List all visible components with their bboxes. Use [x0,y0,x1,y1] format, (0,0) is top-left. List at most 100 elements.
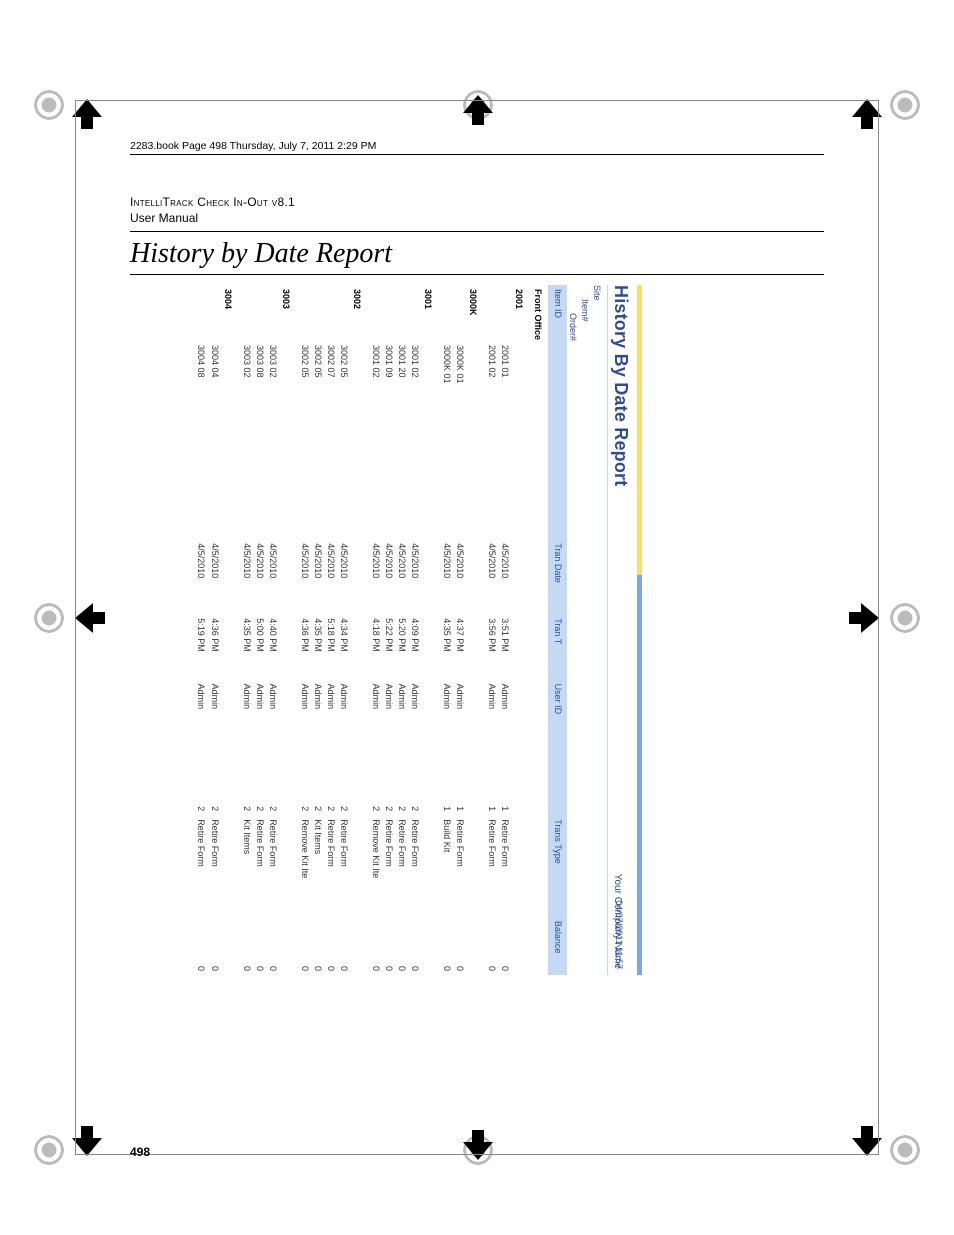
cascade-level: Item# [579,285,591,975]
spacer-cell [298,394,311,539]
col-user: User ID [548,680,567,794]
indent-cell: 3003 08 [253,285,266,394]
type-cell: Retire Form [382,815,395,917]
indent-cell: 3001 02 [369,285,382,394]
user-cell: Admin [298,680,311,753]
spacer-cell [298,752,311,793]
crop-arrow-icon [460,92,496,128]
qty-cell: 2 [369,793,382,815]
time-cell: 4:36 PM [208,614,221,679]
time-cell: 4:35 PM [240,614,253,679]
spacer-cell [324,394,337,539]
table-row: 2001 014/5/20103:51 PMAdmin1Retire Form0 [498,285,511,975]
table-row: 3001 024/5/20104:18 PMAdmin2Remove Kit I… [369,285,382,975]
user-cell: Admin [453,680,466,753]
qty-cell: 2 [240,793,253,815]
type-cell: Retire Form [324,815,337,917]
table-row: 3000K 014/5/20104:37 PMAdmin1Retire Form… [453,285,466,975]
registration-mark [28,84,70,126]
type-cell: Retire Form [498,815,511,917]
qty-cell: 2 [408,793,421,815]
group-label: 3003 [279,285,298,975]
site-row: Front Office [531,285,549,975]
spacer-cell [253,752,266,793]
app-name: IntelliTrack Check In-Out v8.1 [130,195,295,209]
type-cell: Retire Form [395,815,408,917]
indent-cell: 3001 09 [382,285,395,394]
type-cell: Kit Items [311,815,324,917]
indent-cell: 2001 02 [485,285,498,394]
date-cell: 4/5/2010 [453,539,466,614]
time-cell: 4:34 PM [337,614,350,679]
crop-arrow-icon [849,96,885,132]
qty-cell: 2 [266,793,279,815]
spacer-cell [240,752,253,793]
type-cell: Kit Items [240,815,253,917]
table-row: 3002 054/5/20104:36 PMAdmin2Remove Kit I… [298,285,311,975]
group-row: 3000K [466,285,485,975]
time-cell: 5:20 PM [395,614,408,679]
col-balance: Balance [548,917,567,975]
group-row: 3004 [221,285,240,975]
spacer-cell [208,752,221,793]
user-cell: Admin [382,680,395,753]
manual-label: User Manual [130,211,824,225]
registration-mark [884,1129,926,1171]
user-cell: Admin [266,680,279,753]
date-cell: 4/5/2010 [266,539,279,614]
bal-cell: 0 [194,917,207,975]
spacer-cell [324,752,337,793]
group-label: 3000K [466,285,485,975]
registration-mark [884,597,926,639]
user-cell: Admin [485,680,498,753]
crop-arrow-icon [69,1123,105,1159]
user-cell: Admin [240,680,253,753]
user-cell: Admin [324,680,337,753]
bal-cell: 0 [453,917,466,975]
qty-cell: 2 [253,793,266,815]
type-cell: Remove Kit Ite [369,815,382,917]
date-cell: 4/5/2010 [337,539,350,614]
spacer-cell [369,394,382,539]
cascade-level: Order# [567,285,579,975]
group-label: 2001 [511,285,530,975]
bal-cell: 0 [498,917,511,975]
time-cell: 4:18 PM [369,614,382,679]
table-row: 3003 024/5/20104:35 PMAdmin2Kit Items0 [240,285,253,975]
user-cell: Admin [194,680,207,753]
spacer-cell [498,752,511,793]
user-cell: Admin [440,680,453,753]
user-cell: Admin [337,680,350,753]
spacer-cell [311,394,324,539]
report-accent-bar [637,285,642,975]
table-row: 3001 204/5/20105:20 PMAdmin2Retire Form0 [395,285,408,975]
group-label: 3002 [350,285,369,975]
spacer-cell [253,394,266,539]
type-cell: Retire Form [485,815,498,917]
time-cell: 4:35 PM [440,614,453,679]
col-item: Item ID [548,285,567,539]
qty-cell: 1 [453,793,466,815]
grouping-cascade: Site Item# Order# [567,285,608,975]
date-cell: 4/5/2010 [298,539,311,614]
crop-arrow-icon [69,96,105,132]
doc-header: IntelliTrack Check In-Out v8.1 User Manu… [130,195,824,232]
table-row: 3002 074/5/20105:18 PMAdmin2Retire Form0 [324,285,337,975]
time-cell: 3:51 PM [498,614,511,679]
time-cell: 5:22 PM [382,614,395,679]
col-trant: Tran T [548,614,567,679]
table-row: 3002 054/5/20104:34 PMAdmin2Retire Form0 [337,285,350,975]
date-cell: 4/5/2010 [498,539,511,614]
type-cell: Retire Form [266,815,279,917]
report-image: History By Date Report Your Company Name… [130,285,642,975]
indent-cell: 3001 20 [395,285,408,394]
spacer-cell [395,394,408,539]
table-row: 3000K 014/5/20104:35 PMAdmin1Build Kit0 [440,285,453,975]
bal-cell: 0 [440,917,453,975]
date-cell: 4/5/2010 [194,539,207,614]
time-cell: 5:00 PM [253,614,266,679]
qty-cell: 2 [337,793,350,815]
spacer-cell [498,394,511,539]
spacer-cell [337,752,350,793]
date-cell: 4/5/2010 [253,539,266,614]
